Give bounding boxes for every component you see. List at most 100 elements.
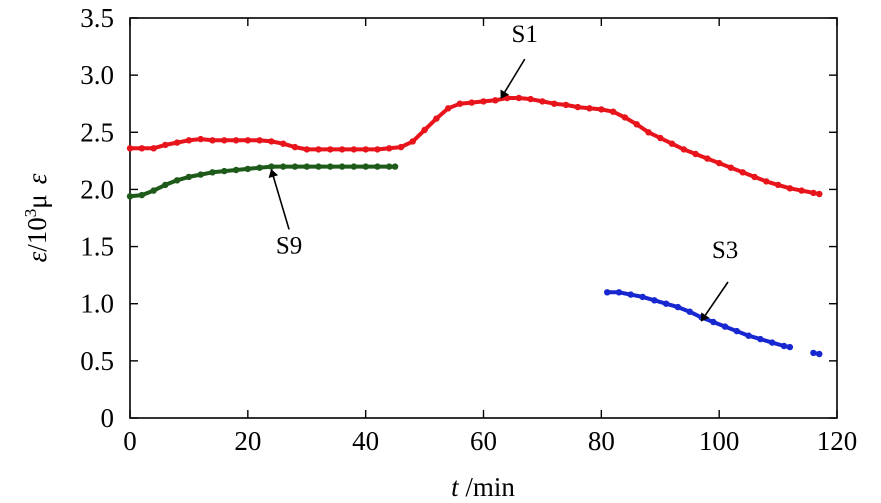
data-point — [774, 181, 782, 189]
x-tick-label: 0 — [123, 426, 137, 456]
y-tick-labels: 0 0.5 1.0 1.5 2.0 2.5 3.0 3.5 — [80, 3, 114, 433]
y-axis-title: ε/103με — [21, 173, 52, 262]
data-point — [315, 146, 322, 153]
data-point — [244, 165, 251, 173]
data-point — [221, 167, 228, 175]
data-point — [433, 115, 440, 122]
data-point — [704, 155, 711, 162]
series-s9 — [126, 163, 399, 200]
data-point — [350, 146, 358, 153]
data-point — [527, 95, 534, 103]
data-point — [362, 146, 369, 153]
data-point — [633, 121, 640, 128]
data-point — [291, 143, 299, 151]
data-point — [816, 190, 823, 198]
data-point — [185, 173, 193, 181]
data-point — [445, 105, 452, 112]
y-tick-label: 1.5 — [80, 232, 114, 262]
data-point — [268, 138, 275, 145]
x-tick-label: 20 — [234, 426, 261, 456]
data-point — [503, 94, 511, 102]
data-point — [350, 163, 358, 170]
data-point — [362, 163, 369, 170]
data-point — [280, 140, 287, 147]
data-point — [627, 291, 634, 298]
axis-ticks — [129, 17, 838, 419]
data-point — [810, 189, 817, 197]
data-point — [209, 137, 216, 144]
data-point — [391, 163, 399, 170]
data-point — [138, 191, 145, 199]
data-point — [551, 100, 558, 107]
data-point — [816, 350, 823, 358]
data-point — [668, 140, 676, 147]
data-point — [769, 339, 776, 346]
data-point — [798, 187, 805, 194]
data-point — [786, 185, 794, 192]
data-point — [710, 318, 717, 326]
data-point — [662, 300, 670, 307]
data-point — [639, 293, 646, 301]
x-tick-label: 40 — [352, 426, 379, 456]
y-tick-label: 3.5 — [80, 3, 114, 33]
data-point — [562, 101, 570, 109]
annotation-label: S1 — [512, 21, 538, 48]
data-point — [315, 163, 322, 170]
data-point — [386, 163, 393, 170]
series-annotations: S1 S9 S3 — [268, 21, 738, 322]
annotation-label: S9 — [276, 232, 302, 259]
data-point — [256, 137, 263, 144]
data-point — [162, 181, 169, 189]
data-point — [751, 173, 758, 181]
data-series — [126, 94, 823, 358]
y-tick-label: 3.0 — [80, 60, 114, 90]
y-tick-label: 2.5 — [80, 117, 114, 147]
annotation-arrow — [500, 58, 526, 99]
data-point — [716, 159, 723, 167]
series-s3 — [604, 289, 823, 358]
data-point — [609, 108, 617, 115]
data-point — [598, 106, 605, 113]
data-point — [173, 177, 181, 184]
data-point — [162, 141, 169, 149]
data-point — [409, 138, 416, 145]
data-point — [173, 139, 181, 146]
data-point — [150, 187, 157, 194]
data-point — [615, 289, 623, 296]
data-point — [244, 137, 251, 144]
data-point — [686, 308, 693, 315]
data-point — [692, 150, 699, 158]
data-point — [421, 126, 428, 134]
data-point — [680, 146, 687, 153]
data-point — [268, 163, 275, 170]
data-point — [280, 163, 287, 170]
data-point — [126, 193, 134, 200]
data-point — [621, 114, 629, 121]
data-point — [338, 163, 346, 170]
x-axis-title: t /min — [451, 472, 515, 502]
data-point — [185, 137, 193, 144]
data-point — [232, 137, 240, 144]
data-point — [745, 332, 752, 339]
series-trace — [128, 96, 822, 196]
data-point — [727, 164, 735, 171]
data-point — [539, 98, 546, 105]
data-point — [721, 323, 729, 330]
data-point — [763, 178, 770, 185]
data-point — [232, 166, 240, 174]
y-tick-label: 2.0 — [80, 174, 114, 204]
x-tick-labels: 0 20 40 60 80 100 120 — [123, 426, 857, 456]
data-point — [291, 163, 299, 170]
plot-frame — [129, 17, 838, 419]
data-point — [810, 349, 817, 357]
data-point — [645, 129, 652, 136]
data-point — [197, 171, 204, 178]
data-point — [651, 297, 658, 304]
data-point — [327, 163, 334, 170]
x-tick-label: 80 — [588, 426, 615, 456]
data-point — [739, 169, 746, 176]
data-point — [674, 303, 682, 311]
x-tick-label: 60 — [470, 426, 497, 456]
annotation-label: S3 — [712, 237, 738, 264]
data-point — [586, 105, 593, 112]
